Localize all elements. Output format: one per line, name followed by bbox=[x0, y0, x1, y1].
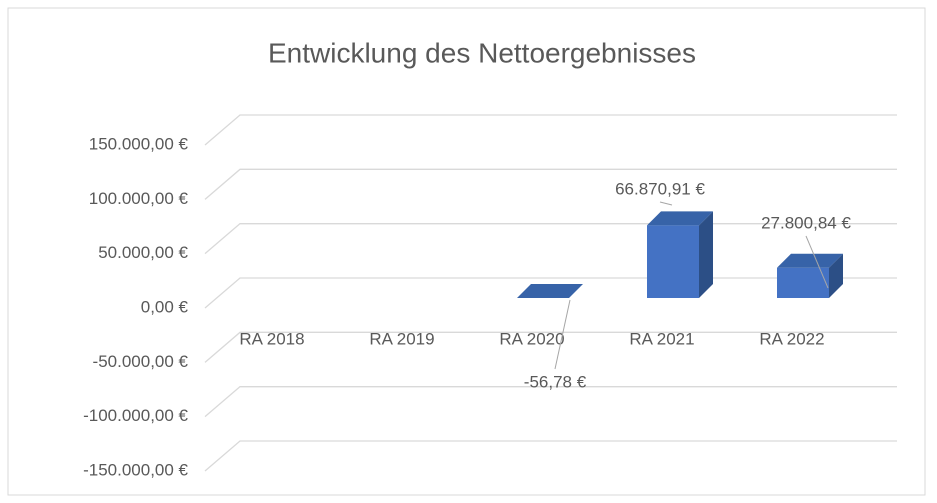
data-label: 27.800,84 € bbox=[761, 213, 851, 232]
grid-line bbox=[204, 386, 897, 418]
chart-title: Entwicklung des Nettoergebnisses bbox=[268, 37, 696, 68]
x-tick-label: RA 2021 bbox=[629, 329, 694, 348]
bar bbox=[517, 284, 583, 299]
grid-line bbox=[204, 440, 897, 472]
y-tick-label: 50.000,00 € bbox=[98, 243, 188, 262]
data-label: -56,78 € bbox=[524, 372, 587, 391]
x-tick-label: RA 2022 bbox=[759, 329, 824, 348]
bar-side bbox=[699, 211, 713, 298]
grid-line bbox=[204, 168, 897, 200]
y-tick-label: 150.000,00 € bbox=[89, 134, 189, 153]
leader-line bbox=[554, 299, 571, 370]
leader-line bbox=[659, 201, 673, 206]
bar bbox=[777, 253, 843, 298]
bar-top bbox=[517, 284, 583, 298]
x-tick-label: RA 2020 bbox=[499, 329, 564, 348]
y-tick-label: 100.000,00 € bbox=[89, 189, 189, 208]
bar-top bbox=[647, 211, 713, 226]
bar-side bbox=[829, 253, 843, 298]
grid-line bbox=[204, 114, 897, 146]
y-tick-label: -50.000,00 € bbox=[93, 352, 189, 371]
bar bbox=[647, 211, 713, 298]
bar-front bbox=[777, 267, 829, 298]
x-tick-label: RA 2019 bbox=[369, 329, 434, 348]
grid-line bbox=[204, 331, 897, 363]
y-tick-label: -100.000,00 € bbox=[83, 406, 188, 425]
bar-side bbox=[569, 284, 583, 299]
bar-front bbox=[647, 225, 699, 298]
x-tick-label: RA 2018 bbox=[239, 329, 304, 348]
leader-line bbox=[805, 235, 829, 289]
y-tick-label: 0,00 € bbox=[141, 297, 189, 316]
data-label: 66.870,91 € bbox=[615, 179, 705, 198]
chart-border bbox=[7, 7, 926, 496]
y-tick-label: -150.000,00 € bbox=[83, 460, 188, 479]
bar-top bbox=[777, 253, 843, 268]
